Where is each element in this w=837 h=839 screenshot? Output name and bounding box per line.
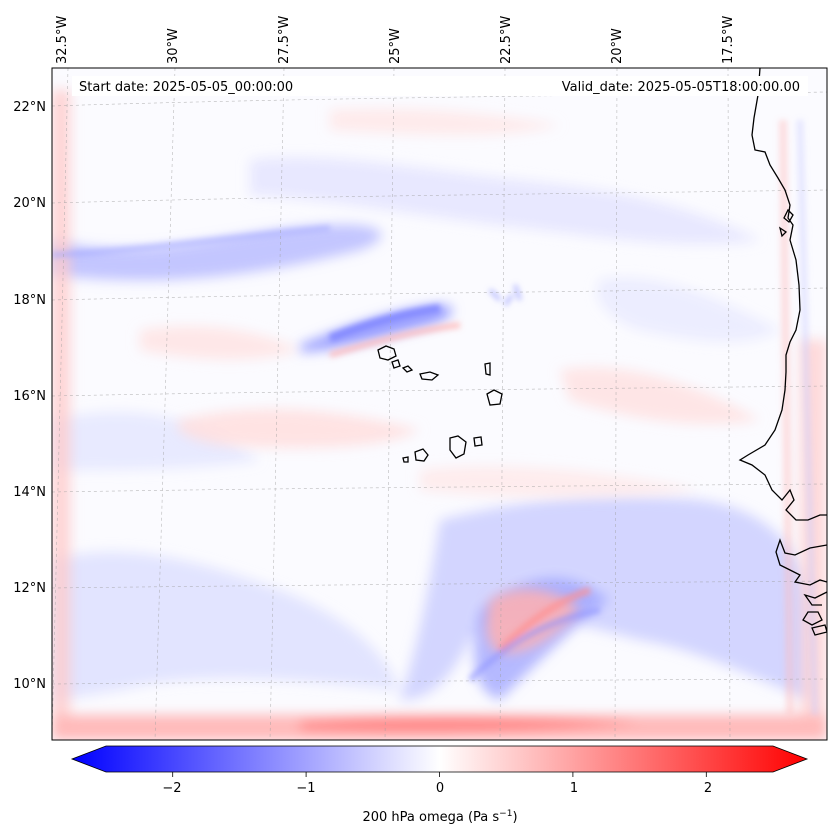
lat-tick-label: 18°N xyxy=(13,293,46,308)
island xyxy=(419,371,440,381)
lat-tick-label: 16°N xyxy=(13,389,46,404)
omega-streaks xyxy=(52,119,818,716)
lat-tick-label: 22°N xyxy=(13,100,46,115)
longitude-labels: 32.5°W 30°W 27.5°W 25°W 22.5°W 20°W 17.5… xyxy=(55,16,736,64)
omega-field xyxy=(52,90,827,740)
start-date-label: Start date: 2025-05-05_00:00:00 xyxy=(79,80,293,95)
negative-omega-regions xyxy=(52,157,810,700)
valid-date-label: Valid_date: 2025-05-05T18:00:00.00 xyxy=(562,80,800,95)
lat-tick-label: 14°N xyxy=(13,485,46,500)
colorbar-bar xyxy=(70,745,809,773)
lat-tick-label: 12°N xyxy=(13,581,46,596)
island xyxy=(484,362,491,376)
map-panel xyxy=(51,67,828,741)
island xyxy=(414,448,429,462)
lon-tick-label: 30°W xyxy=(166,28,181,64)
latitude-labels: 22°N 20°N 18°N 16°N 14°N 12°N 10°N xyxy=(13,100,46,692)
colorbar-tick-label: −1 xyxy=(296,781,315,796)
lon-tick-label: 22.5°W xyxy=(499,16,514,64)
graticule xyxy=(52,68,827,740)
lat-tick-label: 10°N xyxy=(13,677,46,692)
lon-tick-label: 17.5°W xyxy=(721,16,736,64)
cabo-verde-islands xyxy=(377,345,503,463)
lat-tick-label: 20°N xyxy=(13,196,46,211)
colorbar-label: 200 hPa omega (Pa s−1) xyxy=(362,809,517,825)
colorbar-tick-label: 1 xyxy=(570,781,578,796)
info-banner: Start date: 2025-05-05_00:00:00 Valid_da… xyxy=(72,76,808,96)
lon-tick-label: 25°W xyxy=(388,28,403,64)
africa-coast xyxy=(738,68,827,521)
colorbar-tick-label: 0 xyxy=(436,781,444,796)
island xyxy=(377,345,397,361)
coastline xyxy=(738,68,827,636)
lon-tick-label: 20°W xyxy=(610,28,625,64)
island xyxy=(391,359,401,369)
island xyxy=(449,435,467,459)
colorbar-ticks xyxy=(172,772,707,777)
lon-tick-label: 32.5°W xyxy=(55,16,70,64)
island xyxy=(401,365,414,373)
island xyxy=(402,456,409,463)
colorbar: −2 −1 0 1 2 200 hPa omega (Pa s−1) xyxy=(70,745,809,825)
colorbar-tick-label: −2 xyxy=(162,781,181,796)
lon-tick-label: 27.5°W xyxy=(277,16,292,64)
island xyxy=(473,436,483,447)
colorbar-tick-label: 2 xyxy=(704,781,712,796)
island xyxy=(486,389,503,406)
